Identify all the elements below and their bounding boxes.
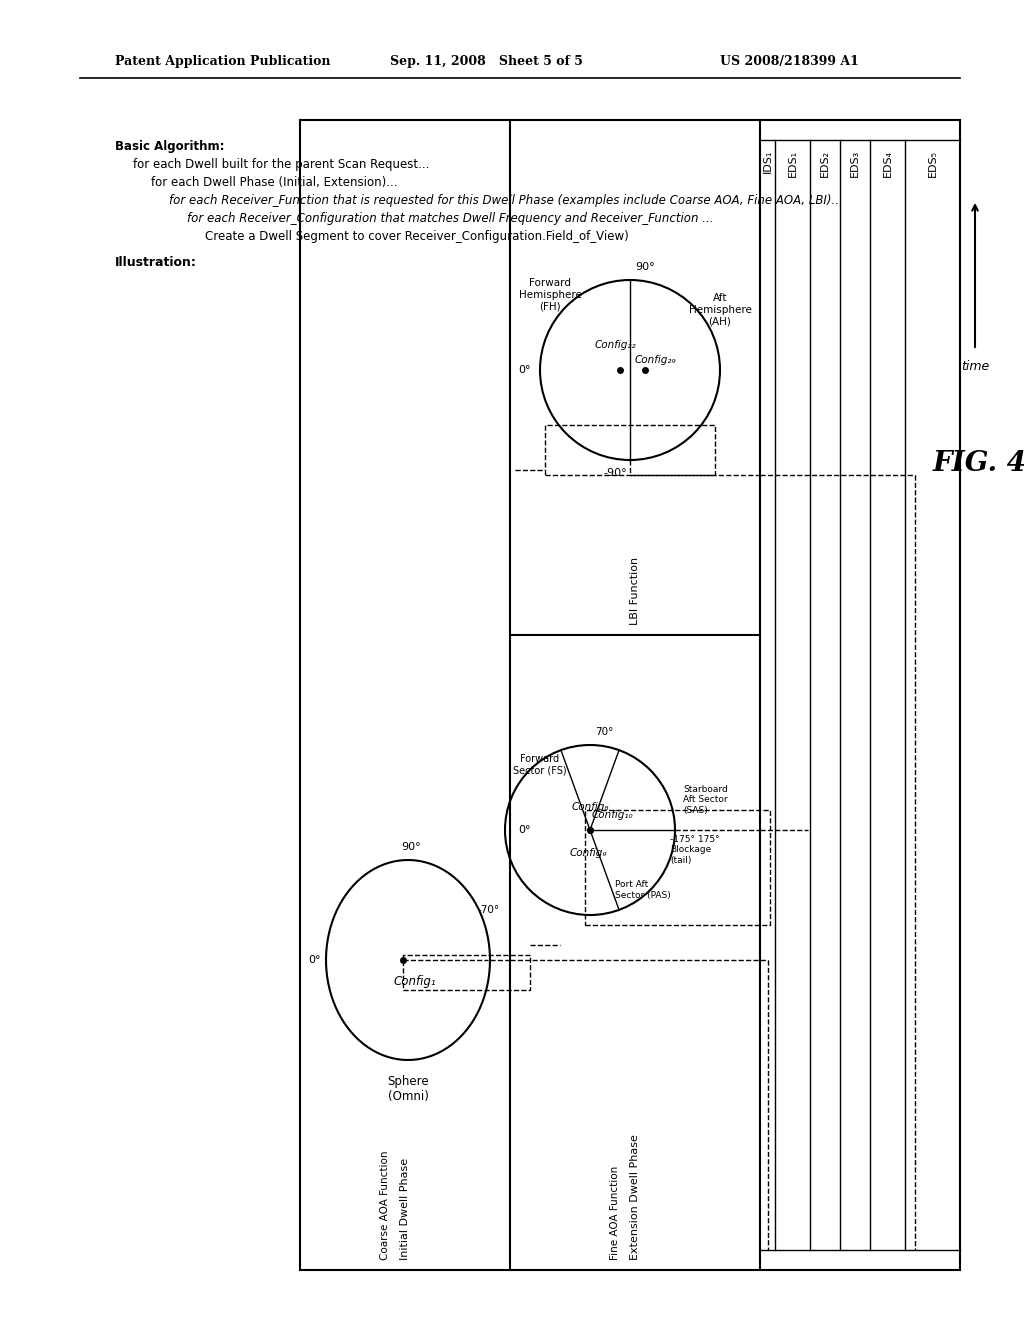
- Text: EDS₅: EDS₅: [928, 150, 938, 177]
- Text: Starboard
Aft Sector
(SAS): Starboard Aft Sector (SAS): [683, 785, 728, 814]
- Text: Config₂₉: Config₂₉: [635, 355, 677, 366]
- Text: -90°: -90°: [603, 469, 627, 478]
- Text: 70°: 70°: [595, 727, 613, 737]
- Text: Port Aft
Sector (PAS): Port Aft Sector (PAS): [615, 880, 671, 900]
- Text: Illustration:: Illustration:: [115, 256, 197, 269]
- Text: Basic Algorithm:: Basic Algorithm:: [115, 140, 224, 153]
- Text: -175° 175°
Blockage
(tail): -175° 175° Blockage (tail): [670, 836, 720, 865]
- Text: -70°: -70°: [478, 906, 500, 915]
- Text: Initial Dwell Phase: Initial Dwell Phase: [400, 1158, 410, 1261]
- Text: for each Receiver_Configuration that matches Dwell Frequency and Receiver_Functi: for each Receiver_Configuration that mat…: [187, 213, 714, 224]
- Text: Sep. 11, 2008   Sheet 5 of 5: Sep. 11, 2008 Sheet 5 of 5: [390, 55, 583, 69]
- Text: for each Dwell built for the parent Scan Request...: for each Dwell built for the parent Scan…: [133, 158, 429, 172]
- Text: Create a Dwell Segment to cover Receiver_Configuration.Field_of_View): Create a Dwell Segment to cover Receiver…: [205, 230, 629, 243]
- Text: Patent Application Publication: Patent Application Publication: [115, 55, 331, 69]
- Text: for each Dwell Phase (Initial, Extension)...: for each Dwell Phase (Initial, Extension…: [151, 176, 397, 189]
- Text: Fine AOA Function: Fine AOA Function: [610, 1166, 620, 1261]
- Text: Aft
Hemisphere
(AH): Aft Hemisphere (AH): [688, 293, 752, 326]
- Text: for each Receiver_Function that is requested for this Dwell Phase (examples incl: for each Receiver_Function that is reque…: [169, 194, 843, 207]
- Text: EDS₂: EDS₂: [820, 150, 830, 177]
- Text: time: time: [961, 360, 989, 374]
- Text: FIG. 4: FIG. 4: [933, 450, 1024, 477]
- Text: 90°: 90°: [401, 842, 421, 851]
- Text: 0°: 0°: [518, 366, 530, 375]
- Text: Forward
Sector (FS): Forward Sector (FS): [513, 754, 567, 776]
- Text: EDS₃: EDS₃: [850, 150, 860, 177]
- Bar: [545, 425, 715, 475]
- Text: Forward
Hemisphere
(FH): Forward Hemisphere (FH): [518, 279, 582, 312]
- Text: Config₈: Config₈: [572, 803, 609, 812]
- Text: IDS₁: IDS₁: [763, 150, 772, 173]
- Text: Config₁₀: Config₁₀: [592, 810, 634, 820]
- Text: Config₁: Config₁: [393, 975, 435, 987]
- Bar: [585, 810, 770, 925]
- Text: EDS₁: EDS₁: [787, 150, 798, 177]
- Text: US 2008/218399 A1: US 2008/218399 A1: [720, 55, 859, 69]
- Text: Coarse AOA Function: Coarse AOA Function: [380, 1151, 390, 1261]
- Text: 0°: 0°: [308, 954, 321, 965]
- Text: Config₉: Config₉: [570, 847, 607, 858]
- Text: Extension Dwell Phase: Extension Dwell Phase: [630, 1134, 640, 1261]
- Text: Sphere
(Omni): Sphere (Omni): [387, 1074, 429, 1104]
- Text: 90°: 90°: [635, 261, 654, 272]
- Text: EDS₄: EDS₄: [883, 150, 893, 177]
- Text: LBI Function: LBI Function: [630, 557, 640, 624]
- Text: 0°: 0°: [518, 825, 530, 836]
- Text: Config₂₂: Config₂₂: [595, 341, 637, 350]
- Bar: [403, 954, 530, 990]
